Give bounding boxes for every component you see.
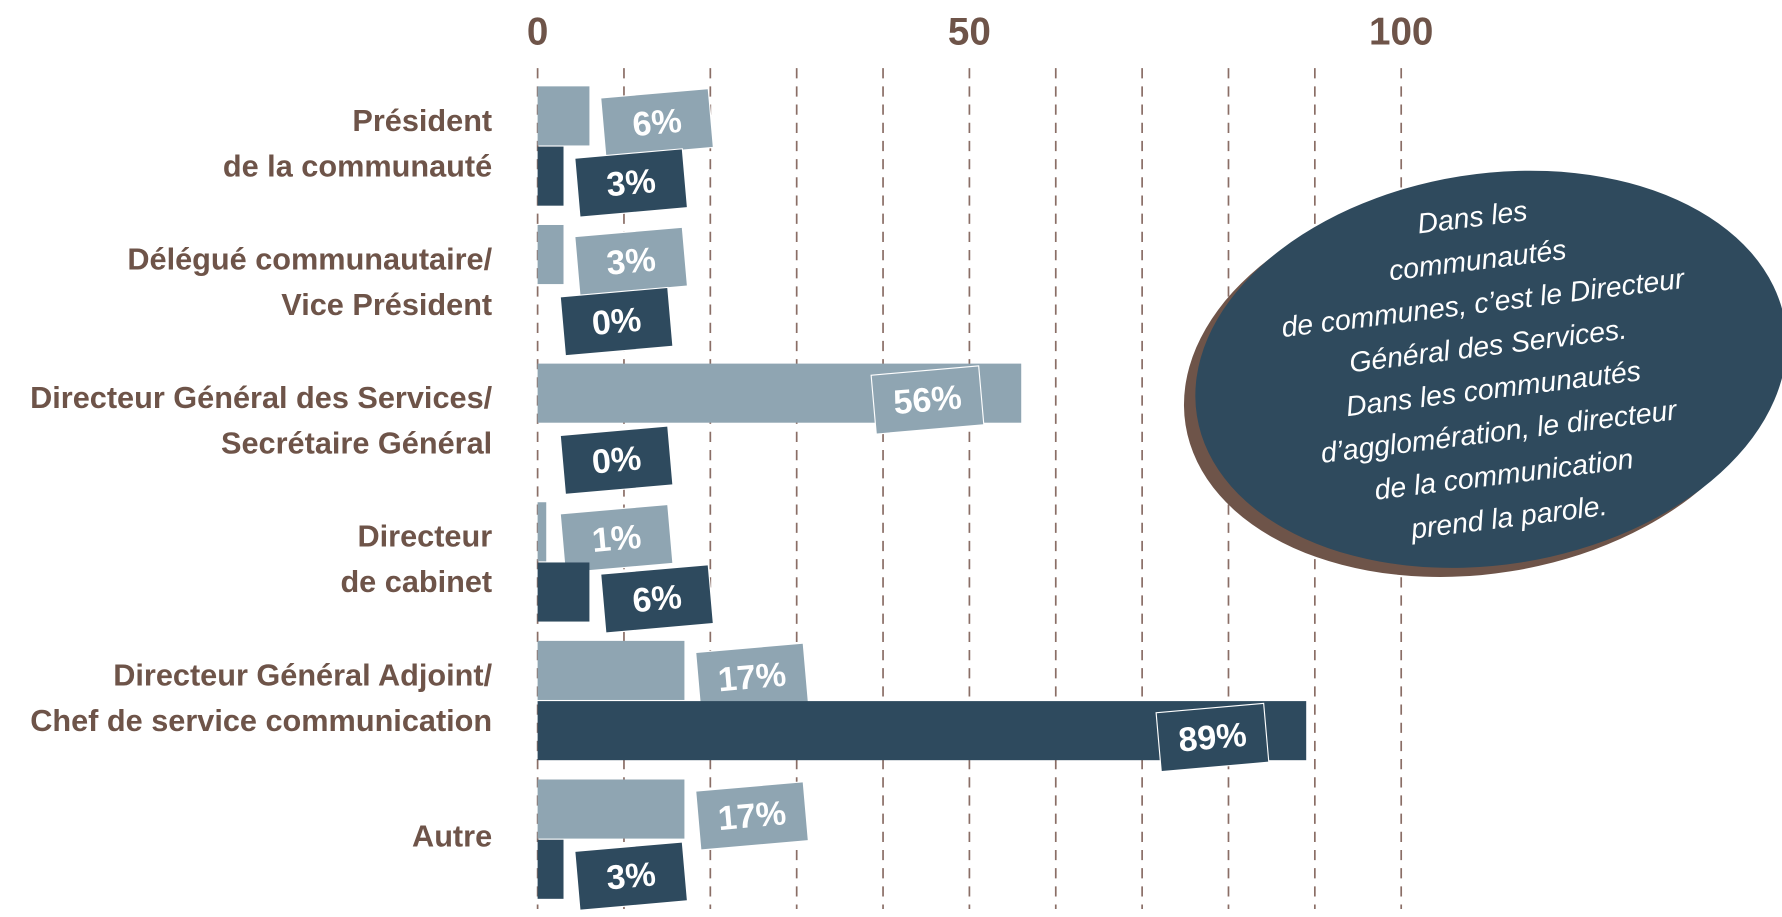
x-tick-label: 50 bbox=[948, 10, 991, 53]
value-label-group: 6% bbox=[600, 564, 714, 634]
bar bbox=[537, 640, 685, 700]
value-label-group: 89% bbox=[1155, 702, 1270, 773]
value-label: 3% bbox=[605, 855, 657, 897]
category-label: Chef de service communication bbox=[30, 703, 492, 738]
category-label: Vice Président bbox=[281, 287, 492, 322]
bar bbox=[537, 146, 564, 206]
category-label: Président bbox=[352, 103, 492, 138]
value-label-group: 56% bbox=[870, 365, 985, 435]
value-label-box bbox=[559, 503, 674, 574]
value-label-group: 0% bbox=[559, 286, 674, 357]
category-label: de la communauté bbox=[223, 148, 492, 183]
value-label: 3% bbox=[605, 162, 657, 204]
value-label: 6% bbox=[631, 578, 683, 620]
bar bbox=[537, 224, 564, 285]
category-label: Autre bbox=[412, 819, 492, 854]
value-label: 17% bbox=[716, 794, 787, 838]
value-label-group: 0% bbox=[559, 425, 674, 495]
bar bbox=[537, 779, 685, 839]
bar bbox=[537, 86, 590, 146]
x-tick-label: 100 bbox=[1369, 10, 1433, 53]
value-label-group: 3% bbox=[574, 841, 689, 911]
value-label: 89% bbox=[1177, 716, 1248, 760]
value-label: 56% bbox=[892, 378, 963, 422]
value-label: 0% bbox=[590, 439, 642, 481]
annotation-bubble bbox=[1195, 170, 1782, 568]
category-label: Délégué communautaire/ bbox=[127, 241, 492, 276]
value-label-box bbox=[695, 781, 809, 851]
category-label: de cabinet bbox=[340, 564, 492, 599]
value-label: 17% bbox=[716, 656, 787, 700]
value-label-group: 17% bbox=[695, 781, 809, 851]
value-label-box bbox=[870, 365, 985, 435]
value-label-box bbox=[1155, 702, 1270, 773]
value-label: 0% bbox=[590, 301, 642, 343]
category-label: Secrétaire Général bbox=[221, 426, 492, 461]
category-label: Directeur bbox=[357, 519, 492, 554]
value-label-box bbox=[559, 286, 674, 357]
bar bbox=[537, 562, 590, 622]
value-label-box bbox=[600, 564, 714, 634]
value-label-group: 3% bbox=[574, 226, 689, 297]
bar bbox=[537, 839, 564, 899]
value-label-box bbox=[574, 148, 689, 218]
category-label: Directeur Général des Services/ bbox=[30, 380, 493, 415]
value-label: 6% bbox=[631, 102, 683, 144]
x-tick-label: 0 bbox=[527, 10, 548, 53]
value-label-group: 1% bbox=[559, 503, 674, 574]
value-label-group: 17% bbox=[695, 642, 809, 712]
value-label: 1% bbox=[590, 518, 642, 560]
bar bbox=[537, 502, 547, 562]
value-label-box bbox=[559, 425, 674, 495]
category-label: Directeur Général Adjoint/ bbox=[113, 657, 492, 692]
value-label-group: 3% bbox=[574, 148, 689, 218]
value-label-box bbox=[574, 841, 689, 911]
value-label-group: 6% bbox=[600, 87, 714, 158]
value-label: 3% bbox=[605, 241, 657, 283]
